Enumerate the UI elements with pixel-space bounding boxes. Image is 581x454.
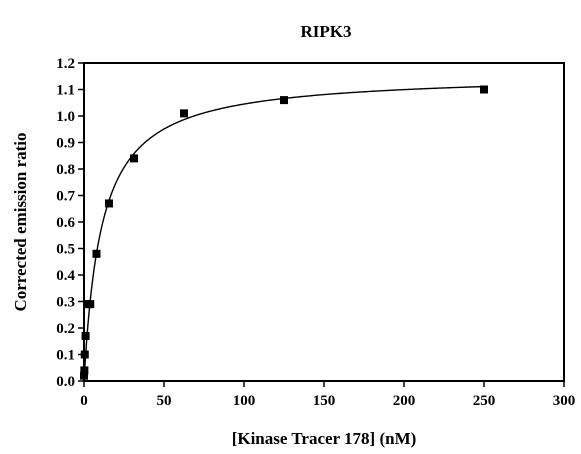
- chart-title: RIPK3: [301, 22, 352, 41]
- x-tick-label: 250: [473, 393, 496, 409]
- x-tick-label: 150: [313, 393, 336, 409]
- data-point: [92, 249, 101, 258]
- y-tick-label: 0.7: [56, 189, 75, 205]
- y-tick-label: 0.3: [56, 295, 75, 311]
- y-tick-label: 0.2: [56, 321, 75, 337]
- x-axis-label: [Kinase Tracer 178] (nM): [232, 429, 417, 448]
- x-tick-label: 0: [80, 393, 88, 409]
- data-point: [86, 300, 95, 309]
- y-tick-label: 0.5: [56, 242, 75, 258]
- x-axis-ticks: 0 50 100 150 200 250 300: [80, 381, 575, 409]
- y-tick-label: 0.9: [56, 136, 75, 152]
- plot-frame: [83, 62, 565, 382]
- y-tick-label: 0.8: [56, 162, 75, 178]
- data-point: [80, 366, 89, 375]
- y-tick-label: 1.2: [56, 56, 75, 72]
- y-tick-label: 0.4: [56, 268, 75, 284]
- y-tick-label: 1.1: [56, 83, 75, 99]
- data-point: [180, 109, 188, 118]
- data-point: [81, 331, 90, 340]
- y-tick-label: 0.0: [56, 374, 75, 390]
- y-tick-label: 0.1: [56, 348, 75, 364]
- data-point: [104, 199, 113, 208]
- data-points: [80, 85, 488, 380]
- x-tick-label: 100: [233, 393, 256, 409]
- y-tick-label: 1.0: [56, 109, 75, 125]
- data-point: [480, 85, 488, 94]
- y-axis-label: Corrected emission ratio: [11, 132, 30, 311]
- y-axis-ticks: 0.0 0.1 0.2 0.3 0.4 0.5 0.6 0.7 0.8 0.9 1.0 1.1 1.2: [56, 56, 84, 390]
- x-tick-label: 200: [393, 393, 416, 409]
- data-point: [80, 350, 89, 359]
- data-point: [280, 96, 288, 105]
- fit-curve-line: [83, 85, 485, 382]
- data-point: [80, 371, 88, 380]
- x-tick-label: 300: [553, 393, 576, 409]
- x-tick-label: 50: [157, 393, 172, 409]
- y-tick-label: 0.6: [56, 215, 75, 231]
- data-point: [130, 154, 138, 163]
